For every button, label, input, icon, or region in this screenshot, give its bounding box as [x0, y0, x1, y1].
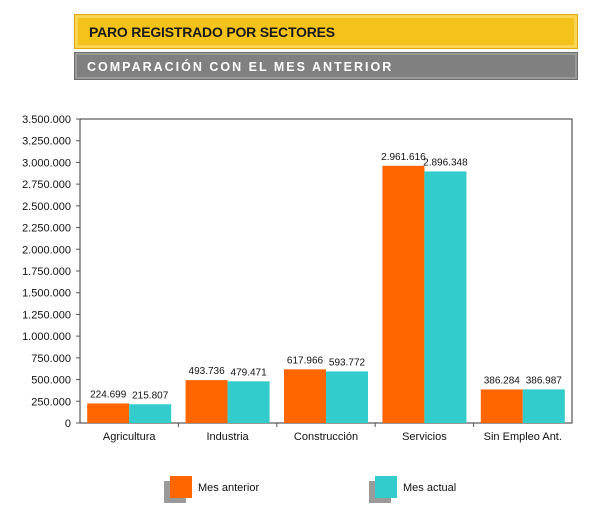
data-label: 479.471 — [231, 367, 268, 378]
y-tick-label: 500.000 — [31, 375, 71, 387]
chart-title: PARO REGISTRADO POR SECTORES — [89, 24, 335, 40]
legend-swatch — [170, 476, 192, 498]
bar-mes-anterior — [382, 165, 425, 423]
chart-title-banner: PARO REGISTRADO POR SECTORES — [74, 14, 578, 49]
bar-mes-actual — [227, 381, 270, 423]
y-tick-label: 2.500.000 — [22, 201, 71, 213]
chart-subtitle-banner: COMPARACIÓN CON EL MES ANTERIOR — [74, 52, 578, 80]
bar-mes-anterior — [87, 403, 130, 423]
legend-swatch — [375, 476, 397, 498]
data-label: 386.987 — [526, 375, 563, 386]
chart-subtitle: COMPARACIÓN CON EL MES ANTERIOR — [87, 60, 394, 74]
x-tick-label: Industria — [206, 431, 249, 443]
data-label: 224.699 — [90, 389, 127, 400]
bar-mes-actual — [522, 389, 565, 423]
y-tick-label: 2.000.000 — [22, 244, 71, 256]
y-tick-label: 1.000.000 — [22, 331, 71, 343]
y-tick-label: 3.000.000 — [22, 157, 71, 169]
x-tick-label: Agricultura — [103, 431, 156, 443]
data-label: 2.961.616 — [381, 152, 426, 163]
legend-label: Mes actual — [403, 482, 456, 494]
bar-mes-anterior — [284, 369, 326, 423]
data-label: 215.807 — [132, 390, 169, 401]
y-tick-label: 1.500.000 — [22, 288, 71, 300]
x-tick-label: Servicios — [402, 431, 447, 443]
bar-mes-actual — [424, 171, 467, 423]
y-tick-label: 2.250.000 — [22, 223, 71, 235]
bar-mes-anterior — [480, 389, 523, 423]
data-label: 493.736 — [189, 366, 226, 377]
y-tick-label: 0 — [65, 418, 71, 430]
data-label: 593.772 — [329, 357, 366, 368]
bar-mes-actual — [129, 404, 172, 423]
y-tick-label: 3.250.000 — [22, 136, 71, 148]
legend-label: Mes anterior — [198, 482, 259, 494]
y-tick-label: 1.750.000 — [22, 266, 71, 278]
y-tick-label: 1.250.000 — [22, 309, 71, 321]
y-tick-label: 750.000 — [31, 353, 71, 365]
bar-mes-anterior — [185, 380, 228, 423]
bar-mes-actual — [326, 371, 368, 423]
y-tick-label: 3.500.000 — [22, 114, 71, 126]
y-tick-label: 2.750.000 — [22, 179, 71, 191]
data-label: 617.966 — [287, 355, 324, 366]
x-tick-label: Sin Empleo Ant. — [484, 431, 562, 443]
data-label: 386.284 — [484, 375, 521, 386]
y-tick-label: 250.000 — [31, 396, 71, 408]
x-tick-label: Construcción — [294, 431, 358, 443]
data-label: 2.896.348 — [423, 157, 468, 168]
